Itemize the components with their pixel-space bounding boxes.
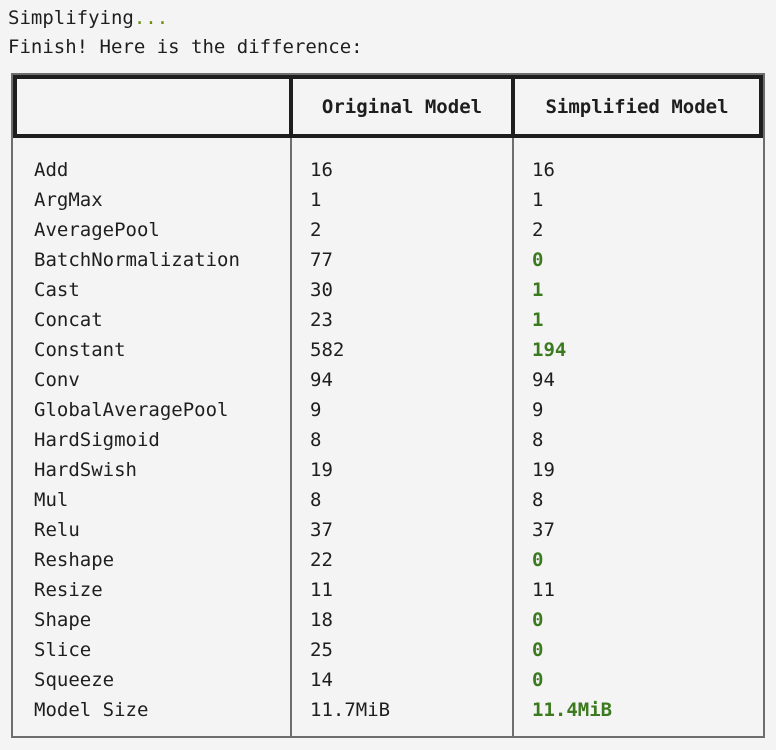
original-count-cell: 2 xyxy=(310,219,322,241)
table-row: GlobalAveragePool 9 9 xyxy=(13,395,763,425)
op-name-cell: Concat xyxy=(34,309,103,331)
table-row: Add 16 16 xyxy=(13,155,763,185)
simplified-count-cell: 9 xyxy=(532,399,544,421)
op-name-cell: HardSwish xyxy=(34,459,137,481)
table-row: HardSigmoid 8 8 xyxy=(13,425,763,455)
original-count-cell: 37 xyxy=(310,519,333,541)
simplified-count-cell: 16 xyxy=(532,159,555,181)
simplified-count-cell: 2 xyxy=(532,219,544,241)
original-count-cell: 8 xyxy=(310,489,322,511)
simplified-count-cell: 0 xyxy=(532,549,544,571)
table-header: Original Model Simplified Model xyxy=(13,75,763,138)
simplified-count-cell: 1 xyxy=(532,309,544,331)
simplified-count-cell: 8 xyxy=(532,429,544,451)
op-name-cell: HardSigmoid xyxy=(34,429,160,451)
simplified-count-cell: 0 xyxy=(532,669,544,691)
op-name-cell: ArgMax xyxy=(34,189,103,211)
header-cell-simplified-model: Simplified Model xyxy=(511,75,763,138)
simplified-count-cell: 194 xyxy=(532,339,567,361)
simplified-count-cell: 1 xyxy=(532,189,544,211)
table-row: HardSwish 19 19 xyxy=(13,455,763,485)
original-count-cell: 94 xyxy=(310,369,333,391)
op-name-cell: Relu xyxy=(34,519,80,541)
op-name-cell: Slice xyxy=(34,639,92,661)
status-line-finish: Finish! Here is the difference: xyxy=(8,36,363,58)
comparison-table: Original Model Simplified Model Add 16 16 A… xyxy=(11,73,765,738)
table-body: Add 16 16 ArgMax 1 1 AveragePool 2 2 BatchNormali… xyxy=(13,155,763,725)
op-name-cell: Model Size xyxy=(34,699,149,721)
simplified-count-cell: 11 xyxy=(532,579,555,601)
simplified-count-cell: 1 xyxy=(532,279,544,301)
op-name-cell: Reshape xyxy=(34,549,115,571)
status-dots: ... xyxy=(133,7,169,29)
column-divider xyxy=(290,138,292,736)
table-row: Mul 8 8 xyxy=(13,485,763,515)
original-count-cell: 8 xyxy=(310,429,322,451)
table-row: Relu 37 37 xyxy=(13,515,763,545)
simplified-count-cell: 11.4MiB xyxy=(532,699,613,721)
status-text: Simplifying xyxy=(8,7,134,29)
table-row: Shape 18 0 xyxy=(13,605,763,635)
table-row: Concat 23 1 xyxy=(13,305,763,335)
original-count-cell: 1 xyxy=(310,189,322,211)
original-count-cell: 23 xyxy=(310,309,333,331)
original-count-cell: 14 xyxy=(310,669,333,691)
simplified-count-cell: 19 xyxy=(532,459,555,481)
original-count-cell: 22 xyxy=(310,549,333,571)
op-name-cell: AveragePool xyxy=(34,219,160,241)
original-count-cell: 77 xyxy=(310,249,333,271)
table-row: Constant 582 194 xyxy=(13,335,763,365)
status-line-simplifying: Simplifying... xyxy=(8,3,168,33)
table-row: ArgMax 1 1 xyxy=(13,185,763,215)
simplified-count-cell: 0 xyxy=(532,609,544,631)
op-name-cell: Conv xyxy=(34,369,80,391)
op-name-cell: Shape xyxy=(34,609,92,631)
original-count-cell: 582 xyxy=(310,339,345,361)
original-count-cell: 16 xyxy=(310,159,333,181)
op-name-cell: GlobalAveragePool xyxy=(34,399,229,421)
simplified-count-cell: 0 xyxy=(532,639,544,661)
op-name-cell: Squeeze xyxy=(34,669,115,691)
original-count-cell: 11.7MiB xyxy=(310,699,391,721)
original-count-cell: 11 xyxy=(310,579,333,601)
op-name-cell: Add xyxy=(34,159,69,181)
original-count-cell: 19 xyxy=(310,459,333,481)
original-count-cell: 30 xyxy=(310,279,333,301)
table-row: BatchNormalization 77 0 xyxy=(13,245,763,275)
op-name-cell: Mul xyxy=(34,489,69,511)
table-row: Squeeze 14 0 xyxy=(13,665,763,695)
table-row: Reshape 22 0 xyxy=(13,545,763,575)
table-row: Cast 30 1 xyxy=(13,275,763,305)
original-count-cell: 9 xyxy=(310,399,322,421)
simplified-count-cell: 8 xyxy=(532,489,544,511)
table-row: AveragePool 2 2 xyxy=(13,215,763,245)
original-count-cell: 18 xyxy=(310,609,333,631)
table-row: Resize 11 11 xyxy=(13,575,763,605)
column-divider xyxy=(512,138,514,736)
simplified-count-cell: 94 xyxy=(532,369,555,391)
table-row: Slice 25 0 xyxy=(13,635,763,665)
simplified-count-cell: 37 xyxy=(532,519,555,541)
op-name-cell: Constant xyxy=(34,339,126,361)
table-row: Conv 94 94 xyxy=(13,365,763,395)
op-name-cell: Cast xyxy=(34,279,80,301)
header-cell-original-model: Original Model xyxy=(289,75,515,138)
header-cell-op-type xyxy=(13,75,293,138)
simplified-count-cell: 0 xyxy=(532,249,544,271)
table-row: Model Size 11.7MiB 11.4MiB xyxy=(13,695,763,725)
original-count-cell: 25 xyxy=(310,639,333,661)
op-name-cell: Resize xyxy=(34,579,103,601)
op-name-cell: BatchNormalization xyxy=(34,249,240,271)
